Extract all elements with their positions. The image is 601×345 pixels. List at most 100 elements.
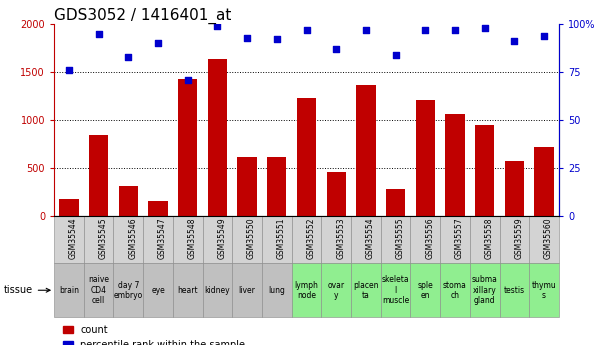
Point <box>302 27 311 33</box>
Text: GSM35549: GSM35549 <box>218 217 227 259</box>
Text: GSM35551: GSM35551 <box>277 217 286 258</box>
Point <box>242 35 252 40</box>
Bar <box>351 216 381 264</box>
Bar <box>322 264 351 317</box>
Text: GSM35548: GSM35548 <box>188 217 197 258</box>
Bar <box>262 264 291 317</box>
Text: GSM35559: GSM35559 <box>514 217 523 259</box>
Bar <box>178 79 197 216</box>
Point <box>64 67 74 73</box>
Point <box>361 27 371 33</box>
Bar <box>148 201 168 216</box>
Text: sple
en: sple en <box>418 280 433 300</box>
Bar <box>208 59 227 216</box>
Bar <box>232 264 262 317</box>
Bar <box>440 216 470 264</box>
Bar <box>291 264 322 317</box>
Bar <box>237 157 257 216</box>
Text: GSM35550: GSM35550 <box>247 217 256 259</box>
Bar <box>410 216 440 264</box>
Bar <box>291 216 322 264</box>
Bar <box>143 264 173 317</box>
Bar <box>381 264 410 317</box>
Bar <box>173 264 203 317</box>
Point <box>213 23 222 29</box>
Point <box>124 54 133 59</box>
Legend: count, percentile rank within the sample: count, percentile rank within the sample <box>59 321 249 345</box>
Text: naive
CD4
cell: naive CD4 cell <box>88 275 109 305</box>
Point <box>94 31 103 37</box>
Bar <box>297 98 316 216</box>
Bar <box>54 264 84 317</box>
Text: GSM35558: GSM35558 <box>484 217 493 258</box>
Point <box>331 46 341 52</box>
Bar <box>499 216 529 264</box>
Point <box>183 77 192 82</box>
Bar <box>203 216 232 264</box>
Bar <box>499 264 529 317</box>
Bar <box>267 157 287 216</box>
Bar <box>440 264 470 317</box>
Text: brain: brain <box>59 286 79 295</box>
Bar <box>470 264 499 317</box>
Bar <box>54 216 84 264</box>
Bar <box>118 186 138 216</box>
Bar <box>114 216 143 264</box>
Point <box>480 25 489 31</box>
Text: eye: eye <box>151 286 165 295</box>
Text: skeleta
l
muscle: skeleta l muscle <box>382 275 409 305</box>
Bar <box>84 264 114 317</box>
Bar <box>326 171 346 216</box>
Text: GSM35555: GSM35555 <box>395 217 404 259</box>
Point <box>391 52 400 58</box>
Text: GSM35557: GSM35557 <box>455 217 464 259</box>
Bar <box>445 114 465 216</box>
Bar <box>203 264 232 317</box>
Point <box>539 33 549 38</box>
Bar <box>232 216 262 264</box>
Text: kidney: kidney <box>204 286 230 295</box>
Text: thymu
s: thymu s <box>532 280 557 300</box>
Bar <box>59 199 79 216</box>
Text: day 7
embryo: day 7 embryo <box>114 280 143 300</box>
Bar <box>356 86 376 216</box>
Point <box>510 39 519 44</box>
Bar <box>351 264 381 317</box>
Bar <box>386 189 405 216</box>
Text: GSM35560: GSM35560 <box>544 217 553 259</box>
Text: GSM35553: GSM35553 <box>336 217 345 259</box>
Text: subma
xillary
gland: subma xillary gland <box>472 275 498 305</box>
Bar <box>529 264 559 317</box>
Point <box>153 40 163 46</box>
Point <box>421 27 430 33</box>
Text: GDS3052 / 1416401_at: GDS3052 / 1416401_at <box>54 8 231 24</box>
Text: lung: lung <box>269 286 285 295</box>
Bar <box>84 216 114 264</box>
Text: tissue: tissue <box>4 285 50 295</box>
Text: lymph
node: lymph node <box>294 280 319 300</box>
Text: GSM35556: GSM35556 <box>426 217 435 259</box>
Bar <box>410 264 440 317</box>
Bar <box>381 216 410 264</box>
Text: GSM35544: GSM35544 <box>69 217 78 259</box>
Bar <box>322 216 351 264</box>
Text: GSM35554: GSM35554 <box>366 217 375 259</box>
Bar <box>416 100 435 216</box>
Text: GSM35552: GSM35552 <box>307 217 316 258</box>
Bar <box>475 125 495 216</box>
Text: liver: liver <box>239 286 255 295</box>
Bar <box>505 161 524 216</box>
Point <box>272 37 282 42</box>
Bar <box>173 216 203 264</box>
Bar <box>262 216 291 264</box>
Text: ovar
y: ovar y <box>328 280 345 300</box>
Text: testis: testis <box>504 286 525 295</box>
Bar <box>470 216 499 264</box>
Text: GSM35545: GSM35545 <box>99 217 108 259</box>
Bar <box>114 264 143 317</box>
Text: GSM35546: GSM35546 <box>129 217 138 259</box>
Text: heart: heart <box>177 286 198 295</box>
Bar <box>534 147 554 216</box>
Bar <box>529 216 559 264</box>
Bar <box>143 216 173 264</box>
